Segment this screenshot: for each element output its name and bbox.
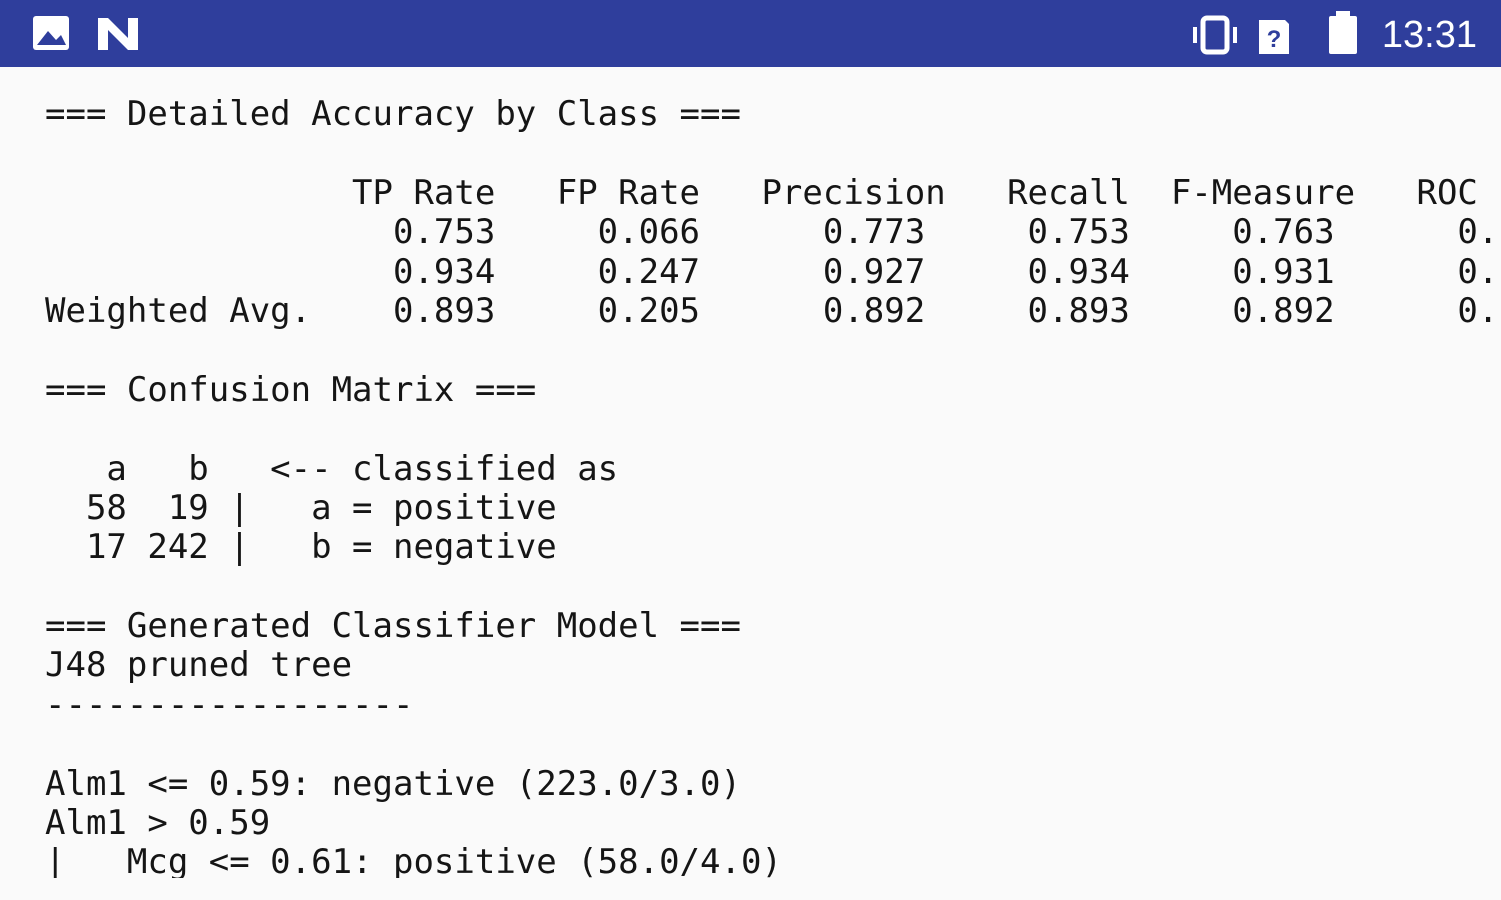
output-text: === Detailed Accuracy by Class === TP Ra…: [45, 95, 1501, 878]
table-row: 0.753 0.066 0.773 0.753 0.763 0.: [45, 212, 1499, 253]
notification-icons: [33, 16, 138, 50]
matrix-row: 58 19 | a = positive: [45, 487, 557, 528]
sim-icon: [1259, 20, 1289, 54]
clock: 13:31: [1381, 14, 1477, 56]
vibrate-icon: [1200, 15, 1230, 55]
tree-rule: | Mcg <= 0.61: positive (58.0/4.0): [45, 842, 782, 878]
matrix-row: 17 242 | b = negative: [45, 527, 557, 568]
separator: ------------------: [45, 684, 414, 725]
matrix-header: a b <-- classified as: [45, 448, 619, 489]
section-title: === Confusion Matrix ===: [45, 369, 537, 410]
battery-icon: [1329, 16, 1357, 54]
n-icon: [98, 18, 138, 50]
tree-rule: Alm1 > 0.59: [45, 803, 271, 844]
table-header: TP Rate FP Rate Precision Recall F-Measu…: [45, 172, 1478, 213]
status-bar: ? 13:31: [0, 0, 1501, 67]
svg-text:?: ?: [1267, 26, 1282, 53]
system-icons: ?: [1193, 11, 1357, 55]
model-name: J48 pruned tree: [45, 645, 353, 686]
table-row: 0.934 0.247 0.927 0.934 0.931 0.: [45, 251, 1499, 292]
section-title: === Detailed Accuracy by Class ===: [45, 95, 741, 134]
table-row: Weighted Avg. 0.893 0.205 0.892 0.893 0.…: [45, 290, 1499, 331]
tree-rule: Alm1 <= 0.59: negative (223.0/3.0): [45, 763, 741, 804]
section-title: === Generated Classifier Model ===: [45, 606, 741, 647]
